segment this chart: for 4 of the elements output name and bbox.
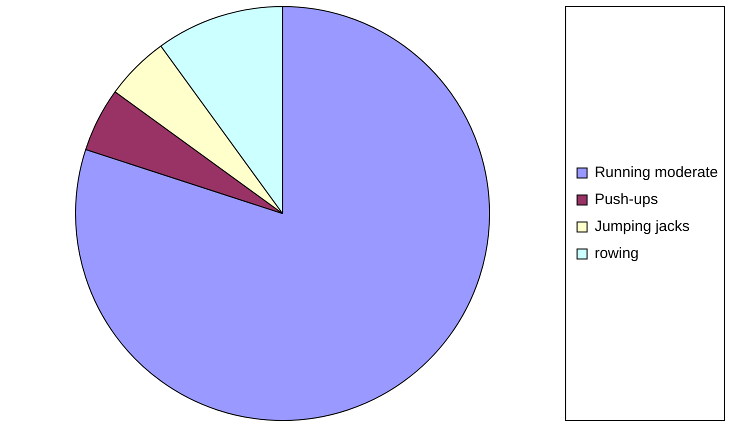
legend-label: Jumping jacks xyxy=(594,218,690,236)
legend-label: Running moderate xyxy=(594,164,718,182)
legend-label: rowing xyxy=(594,245,639,262)
legend-label: Push-ups xyxy=(594,191,658,208)
